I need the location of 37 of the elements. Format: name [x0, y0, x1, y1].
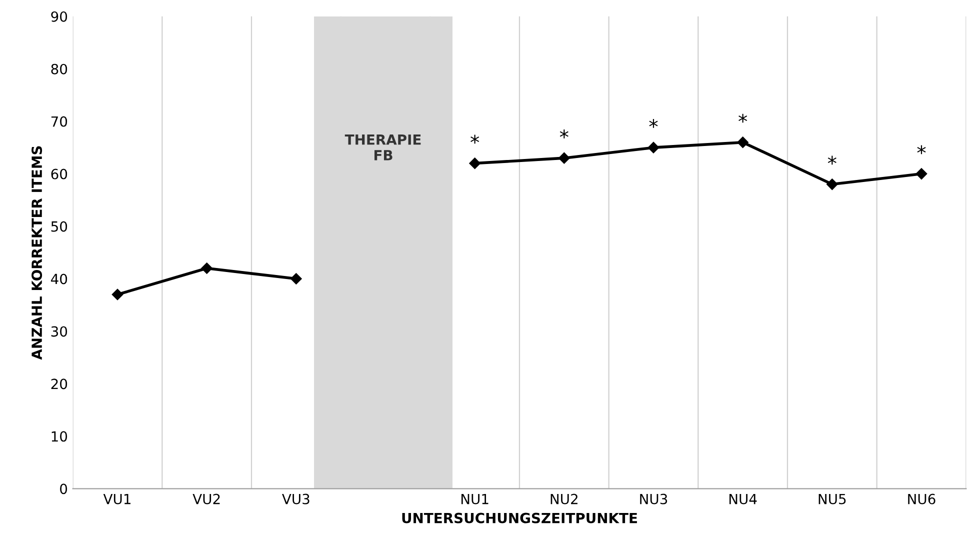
x-axis-title: UNTERSUCHUNGSZEITPUNKTE [402, 512, 637, 524]
point [558, 152, 570, 164]
point [201, 262, 212, 274]
point [290, 273, 302, 284]
x-tick-label: VU2 [192, 494, 220, 504]
annotation: * [470, 134, 480, 144]
x-tick-label: NU2 [550, 494, 578, 504]
y-tick-label: 0 [60, 484, 68, 494]
y-tick-label: 30 [51, 326, 68, 337]
y-axis-title: ANZAHL KORREKTER ITEMS [32, 146, 42, 360]
x-tick-label: NU5 [818, 494, 846, 504]
x-tick-label: NU6 [908, 494, 936, 504]
x-tick-label: VU1 [103, 494, 130, 504]
point [916, 168, 928, 180]
point [112, 288, 124, 300]
point [737, 136, 748, 148]
y-tick-label: 20 [51, 378, 68, 390]
y-tick-label: 70 [51, 116, 68, 127]
y-tick-label: 50 [51, 221, 68, 232]
x-tick-label: NU4 [729, 494, 757, 504]
x-tick-label: NU3 [640, 494, 668, 504]
x-tick-label: NU1 [461, 494, 488, 504]
point [469, 158, 480, 169]
point [826, 178, 838, 190]
y-tick-label: 40 [50, 274, 68, 284]
annotation: * [828, 156, 836, 165]
point [648, 142, 660, 154]
annotation: * [738, 114, 748, 123]
y-tick-label: 90 [51, 11, 68, 22]
y-tick-label: 80 [51, 64, 68, 74]
annotation: * [917, 145, 926, 154]
band-label: THERAPIE FB [344, 134, 421, 160]
annotation: * [560, 130, 568, 138]
y-tick-label: 10 [52, 431, 68, 442]
annotation: * [649, 119, 658, 128]
x-tick-label: VU3 [282, 494, 310, 504]
y-tick-label: 60 [51, 168, 68, 180]
